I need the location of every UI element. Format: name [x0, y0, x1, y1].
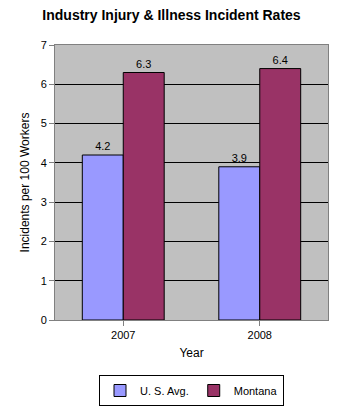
svg-text:Year: Year [179, 346, 203, 360]
svg-text:4.2: 4.2 [95, 140, 110, 152]
svg-text:0: 0 [41, 314, 47, 326]
svg-text:3.9: 3.9 [232, 152, 247, 164]
svg-text:Industry Injury & Illness Inci: Industry Injury & Illness Incident Rates [42, 7, 300, 23]
svg-text:4: 4 [41, 157, 47, 169]
svg-text:1: 1 [41, 275, 47, 287]
svg-text:5: 5 [41, 117, 47, 129]
svg-text:Montana: Montana [234, 385, 278, 397]
svg-text:2: 2 [41, 235, 47, 247]
svg-text:6.3: 6.3 [136, 58, 151, 70]
svg-text:Incidents per 100 Workers: Incidents per 100 Workers [18, 113, 32, 253]
svg-text:3: 3 [41, 196, 47, 208]
svg-text:2007: 2007 [111, 329, 135, 341]
svg-text:U. S. Avg.: U. S. Avg. [140, 385, 189, 397]
svg-text:7: 7 [41, 39, 47, 51]
svg-text:6.4: 6.4 [273, 54, 288, 66]
svg-text:2008: 2008 [248, 329, 272, 341]
svg-text:6: 6 [41, 78, 47, 90]
